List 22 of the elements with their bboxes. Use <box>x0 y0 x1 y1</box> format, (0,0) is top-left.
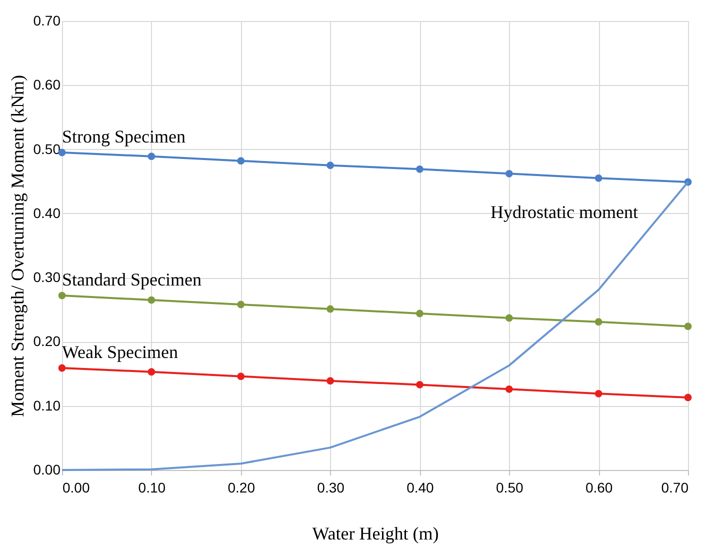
y-tick-label: 0.00 <box>33 462 61 478</box>
y-tick-label: 0.70 <box>33 12 61 28</box>
series-label: Weak Specimen <box>62 342 178 362</box>
x-tick-label: 0.40 <box>406 480 434 496</box>
y-tick-label: 0.30 <box>33 269 61 286</box>
y-tick-label: 0.20 <box>33 333 61 350</box>
x-tick-label: 0.20 <box>228 480 256 496</box>
y-axis-title: Moment Strength/ Overturning Moment (kNm) <box>7 75 28 417</box>
x-tick-label: 0.50 <box>496 480 524 496</box>
y-tick-label: 0.40 <box>33 204 61 221</box>
x-axis-title: Water Height (m) <box>312 524 439 544</box>
series-label: Standard Specimen <box>62 270 202 290</box>
y-tick-label: 0.60 <box>33 76 61 93</box>
x-tick-label: 0.00 <box>62 480 90 496</box>
y-tick-label: 0.10 <box>33 397 61 414</box>
x-tick-label: 0.70 <box>661 480 689 496</box>
x-tick-label: 0.10 <box>138 480 166 496</box>
x-tick-label: 0.60 <box>585 480 613 496</box>
y-tick-label: 0.50 <box>33 140 61 157</box>
series-label: Hydrostatic moment <box>490 202 638 222</box>
x-tick-label: 0.30 <box>317 480 345 496</box>
series-label: Strong Specimen <box>62 126 186 146</box>
